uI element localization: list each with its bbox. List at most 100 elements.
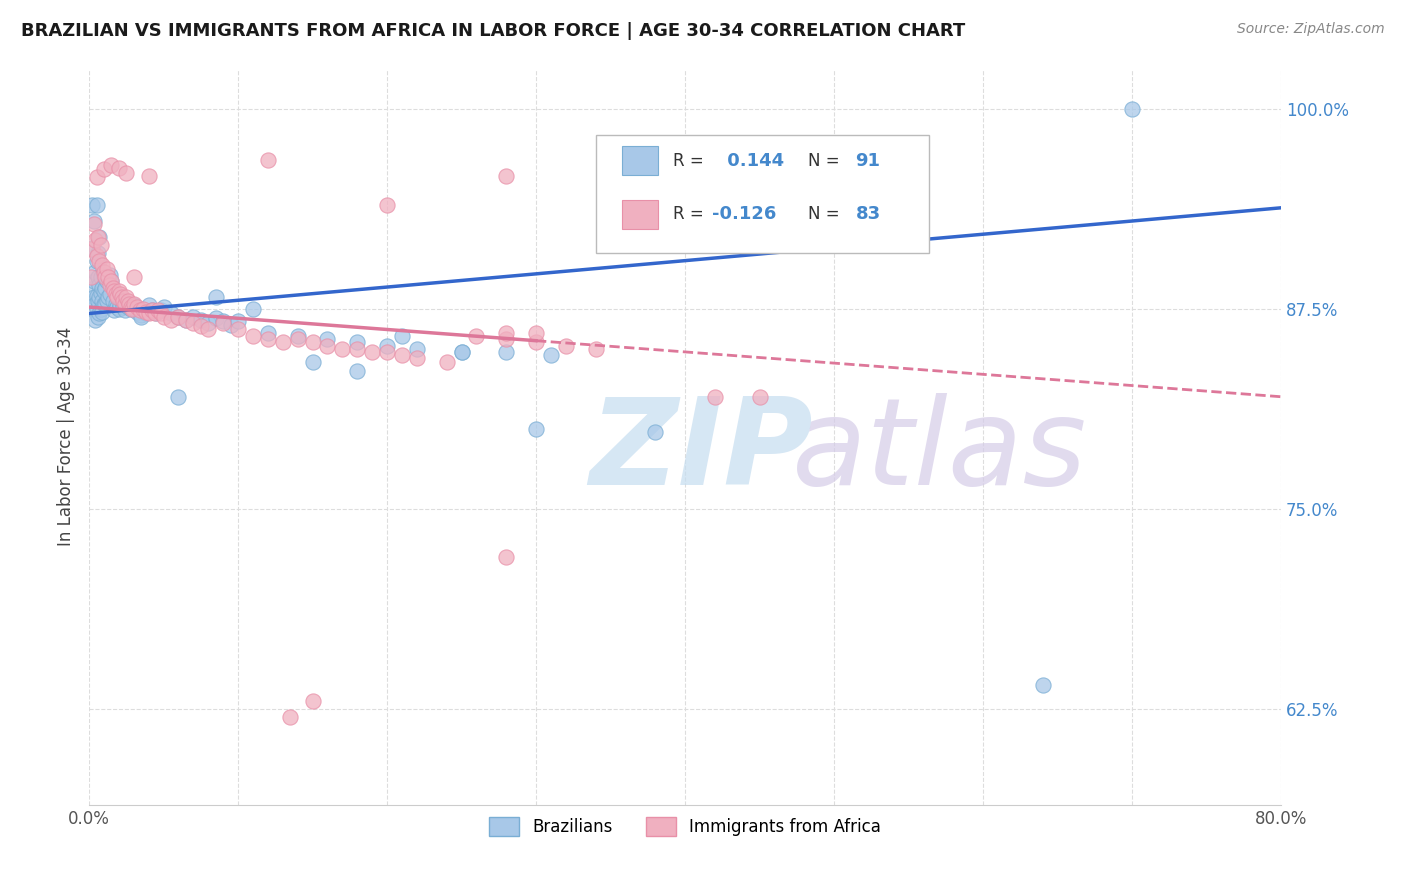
Point (152, 310, 174, 324)
Point (141, 303, 163, 318)
Point (89, 229, 111, 244)
Point (105, 300, 128, 314)
Point (115, 165, 138, 179)
Point (257, 153, 280, 167)
Point (346, 335, 368, 350)
Point (89, 306, 111, 320)
Point (120, 300, 142, 314)
Point (167, 310, 190, 324)
Point (83, 290, 105, 304)
Point (149, 306, 172, 320)
Text: atlas: atlas (793, 393, 1088, 510)
Point (79, 283, 101, 297)
Point (83, 275, 105, 289)
Point (117, 293, 139, 308)
Point (110, 287, 132, 301)
Point (316, 332, 339, 346)
Point (84, 265, 107, 279)
Point (87, 245, 110, 260)
Point (160, 306, 183, 320)
Point (585, 342, 607, 356)
Bar (621, 146, 658, 176)
Point (117, 300, 139, 314)
Point (141, 303, 163, 318)
Point (96, 293, 118, 308)
Text: N =: N = (808, 152, 845, 169)
Point (101, 293, 124, 308)
Point (167, 390, 190, 404)
Point (97, 269, 120, 284)
Point (316, 338, 339, 352)
Point (748, 390, 770, 404)
Point (105, 290, 128, 304)
Point (94, 297, 117, 311)
Point (495, 345, 517, 359)
Point (301, 694, 323, 708)
Point (138, 298, 160, 312)
Text: 0.144: 0.144 (721, 152, 785, 169)
Point (174, 313, 197, 327)
Point (87, 229, 110, 244)
Point (212, 314, 235, 328)
Point (146, 303, 169, 318)
Point (212, 316, 235, 330)
Text: BRAZILIAN VS IMMIGRANTS FROM AFRICA IN LABOR FORCE | AGE 30-34 CORRELATION CHART: BRAZILIAN VS IMMIGRANTS FROM AFRICA IN L… (21, 22, 966, 40)
Point (93, 284, 115, 298)
Point (190, 313, 212, 327)
Point (93, 265, 115, 279)
Point (204, 290, 226, 304)
Point (91, 293, 114, 308)
Point (122, 297, 145, 311)
Point (174, 313, 197, 327)
Point (167, 310, 190, 324)
Point (190, 319, 212, 334)
Point (197, 316, 219, 330)
Point (129, 308, 152, 322)
Point (80, 241, 103, 255)
Point (183, 310, 205, 324)
Text: R =: R = (673, 152, 709, 169)
Point (391, 329, 413, 343)
Point (104, 287, 127, 301)
Point (149, 303, 172, 318)
Point (100, 275, 122, 289)
Point (90, 237, 112, 252)
Point (257, 332, 280, 346)
Point (93, 297, 115, 311)
Point (80, 243, 103, 257)
Point (129, 310, 152, 324)
Point (219, 318, 242, 332)
Point (135, 306, 157, 320)
Point (90, 301, 112, 316)
Point (131, 301, 153, 316)
Text: 83: 83 (855, 205, 880, 223)
Point (111, 290, 134, 304)
Point (138, 306, 160, 320)
Point (96, 261, 118, 276)
Text: Source: ZipAtlas.com: Source: ZipAtlas.com (1237, 22, 1385, 37)
Point (112, 293, 135, 308)
Point (1121, 102, 1143, 116)
Point (115, 290, 138, 304)
Point (287, 329, 309, 343)
Point (204, 311, 226, 326)
Point (143, 306, 166, 320)
Text: 91: 91 (855, 152, 880, 169)
Point (103, 303, 125, 318)
Point (94, 269, 117, 284)
Point (271, 335, 294, 350)
Point (436, 354, 458, 368)
Point (287, 332, 309, 346)
Point (83, 217, 105, 231)
Point (98, 268, 121, 282)
Point (86, 249, 108, 263)
Point (100, 158, 122, 172)
Point (90, 269, 112, 284)
Point (87, 293, 110, 308)
Point (86, 289, 108, 303)
Point (121, 301, 143, 316)
Point (91, 281, 114, 295)
Point (524, 335, 547, 350)
Point (495, 169, 517, 183)
Point (103, 284, 125, 298)
